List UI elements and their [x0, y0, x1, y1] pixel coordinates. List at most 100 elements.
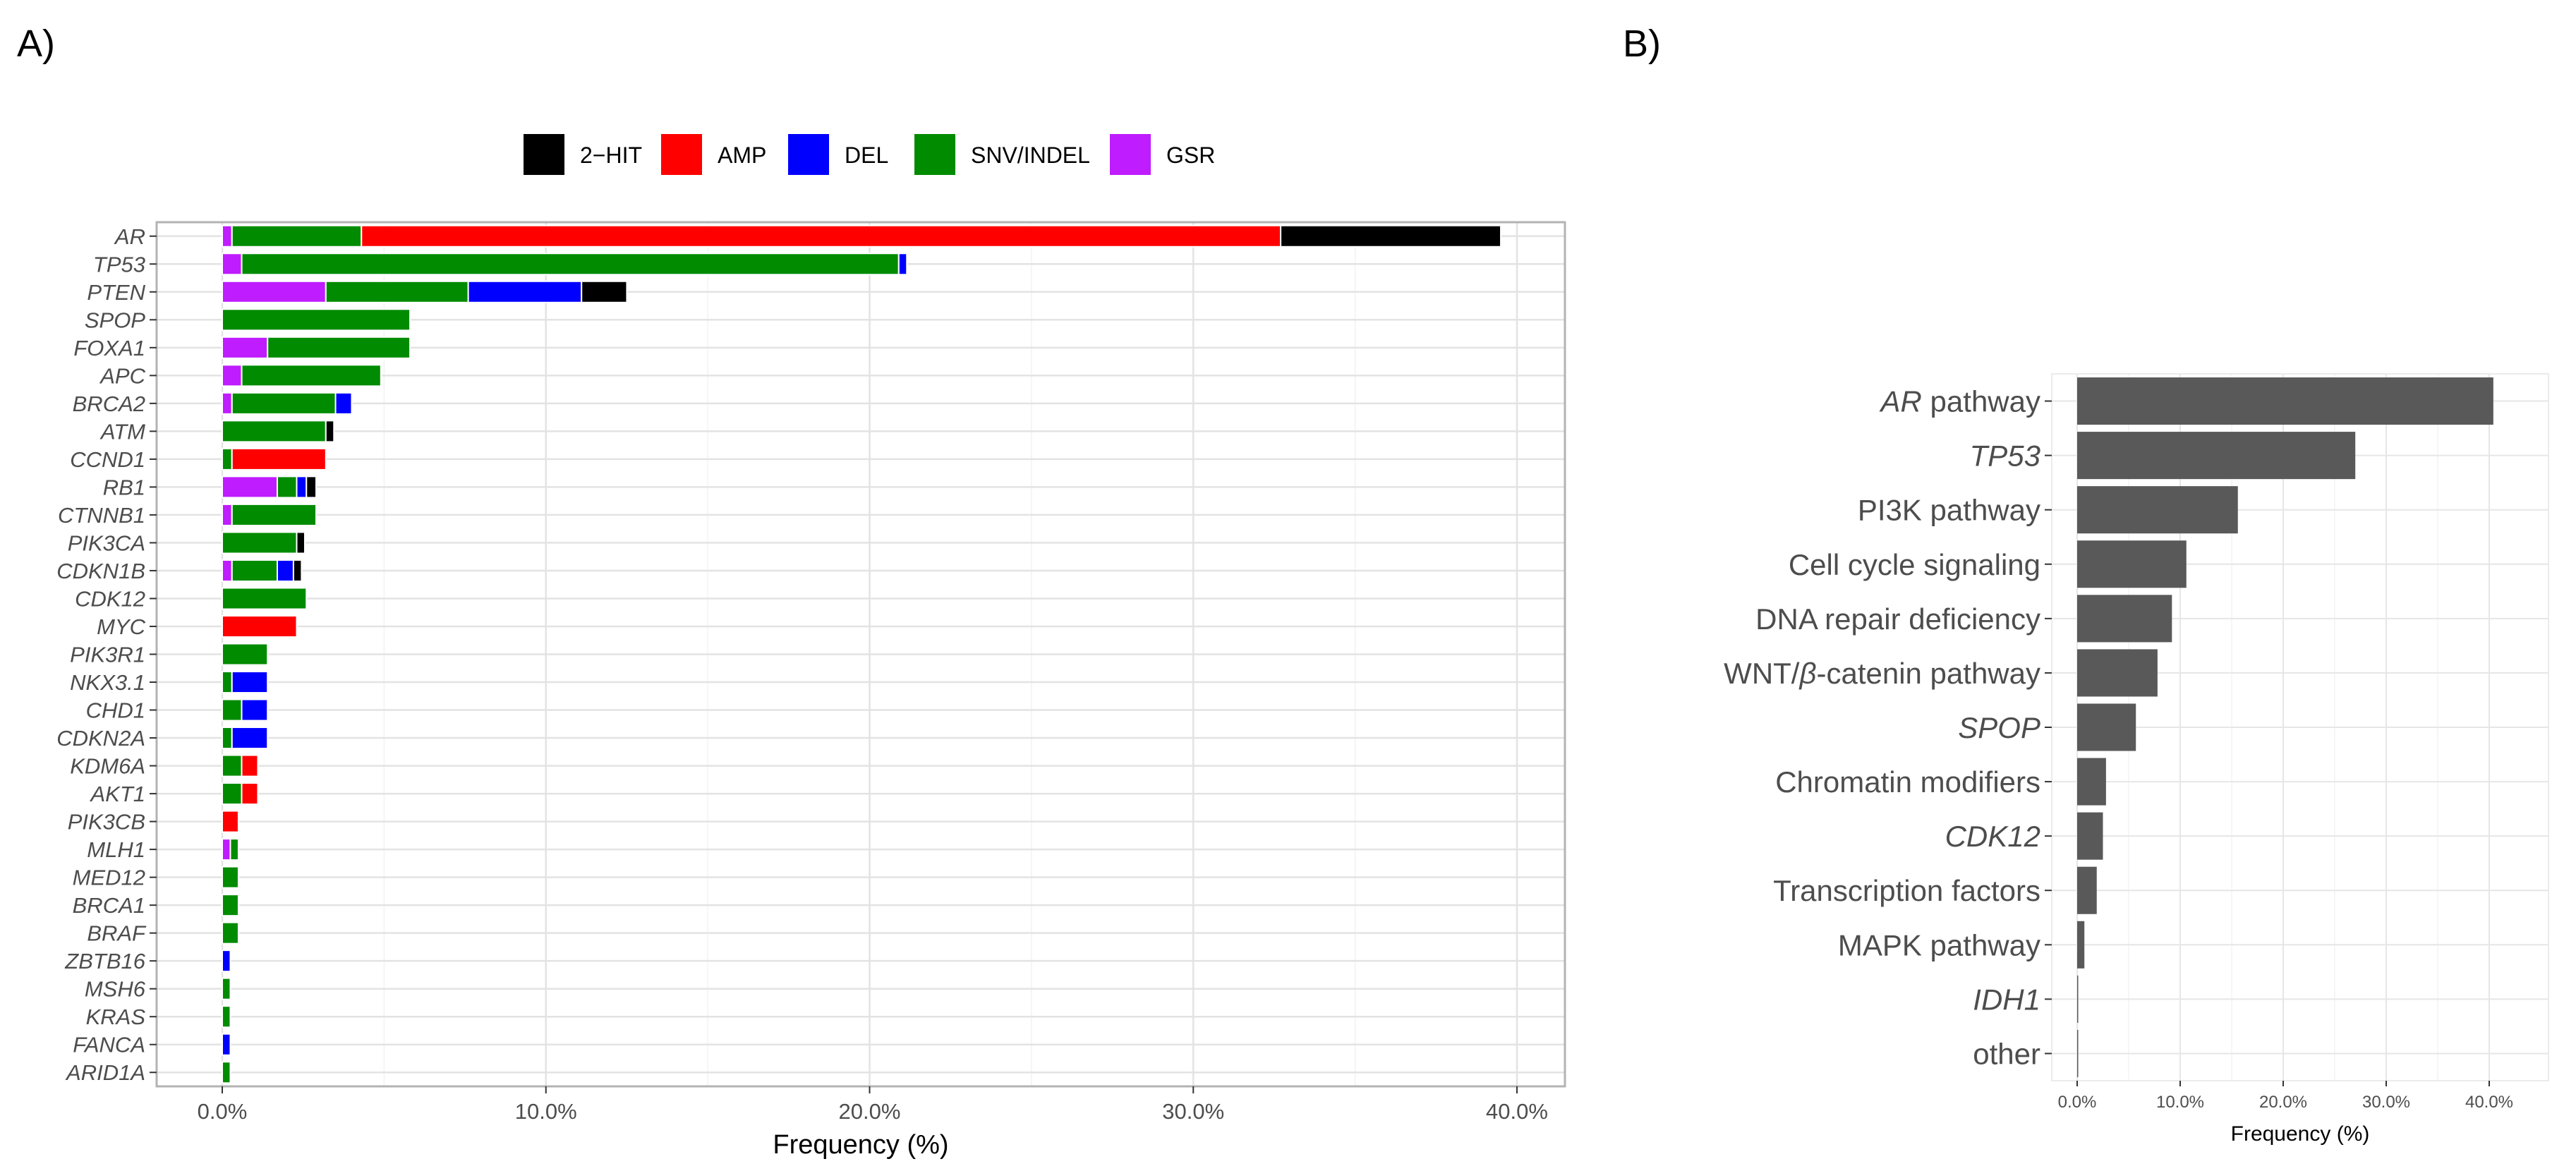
y-tick-label-part: MAPK pathway — [1838, 928, 2040, 961]
bar-ctnnb1-gsr — [222, 503, 233, 526]
y-tick-label-kras: KRAS — [86, 1005, 146, 1029]
bar-rb1-2-hit — [306, 475, 318, 499]
y-tick-label-arid1a: ARID1A — [65, 1060, 145, 1085]
y-tick-label-ccnd1: CCND1 — [70, 447, 145, 472]
y-tick-label-dna-repair-deficiency: DNA repair deficiency — [1755, 602, 2040, 636]
chart-a-legend: 2−HIT AMP DEL SNV/INDEL GSR — [524, 134, 1215, 175]
bar-brca1-snv-indel — [222, 894, 239, 917]
y-tick-label-pik3r1: PIK3R1 — [70, 643, 145, 667]
y-tick-label-cdkn1b: CDKN1B — [56, 559, 145, 583]
bar-pten-gsr — [222, 280, 327, 303]
bar-arid1a-snv-indel — [222, 1061, 231, 1084]
legend-key-del — [788, 134, 829, 175]
chart-b-bars — [2077, 377, 2493, 1077]
bar-pik3ca-snv-indel — [222, 531, 298, 554]
y-tick-label-part: PI3K pathway — [1858, 494, 2040, 527]
bar-akt1-amp — [241, 782, 259, 806]
y-tick-label-cell-cycle-signaling: Cell cycle signaling — [1789, 548, 2040, 581]
bar-brca2-del — [334, 392, 353, 415]
bar-med12-snv-indel — [222, 866, 239, 889]
bar-braf-snv-indel — [222, 921, 239, 945]
bar-pik3ca-2-hit — [296, 531, 306, 554]
y-tick-label-brca1: BRCA1 — [73, 893, 145, 918]
bar-tp53-del — [897, 253, 908, 276]
x-tick-label-20-0: 20.0% — [839, 1099, 901, 1124]
y-tick-label-myc: MYC — [97, 614, 146, 639]
bar-kras-snv-indel — [222, 1005, 231, 1029]
bar-ar-snv-indel — [231, 224, 363, 248]
bar-transcription-factors — [2077, 866, 2097, 914]
y-tick-label-cdk12: CDK12 — [1945, 820, 2040, 853]
bar-chd1-del — [241, 698, 269, 722]
panel-b-label: B) — [1623, 23, 1661, 65]
bar-idh1 — [2077, 975, 2079, 1023]
chart-a-bars — [222, 224, 1502, 1084]
bar-mlh1-snv-indel — [229, 838, 239, 861]
bar-foxa1-snv-indel — [267, 336, 411, 359]
bar-tp53-snv-indel — [241, 253, 900, 276]
legend-label-snv-indel: SNV/INDEL — [971, 142, 1090, 168]
bar-chd1-snv-indel — [222, 698, 243, 722]
bar-pi3k-pathway — [2077, 486, 2238, 534]
y-tick-label-part: β — [1798, 657, 1816, 690]
bar-mapk-pathway — [2077, 921, 2085, 969]
y-tick-label-wnt-catenin-pathway: WNT/β-catenin pathway — [1724, 657, 2040, 690]
y-tick-label-foxa1: FOXA1 — [73, 336, 145, 360]
y-tick-label-part: WNT/ — [1724, 657, 1800, 690]
bar-cdkn1b-del — [276, 559, 294, 582]
x-tick-label-0-0: 0.0% — [2058, 1093, 2097, 1112]
bar-cdkn1b-snv-indel — [231, 559, 278, 582]
y-tick-label-ar: AR — [114, 224, 145, 249]
y-tick-label-cdkn2a: CDKN2A — [56, 726, 145, 751]
bar-pten-snv-indel — [325, 280, 469, 303]
y-tick-label-pi3k-pathway: PI3K pathway — [1858, 494, 2040, 527]
y-tick-label-nkx3-1: NKX3.1 — [70, 670, 145, 695]
y-tick-label-part: Transcription factors — [1773, 874, 2040, 907]
bar-ctnnb1-snv-indel — [231, 503, 318, 526]
x-tick-label-10-0: 10.0% — [515, 1099, 577, 1124]
x-tick-label-40-0: 40.0% — [1486, 1099, 1548, 1124]
y-tick-label-tp53: TP53 — [93, 252, 145, 277]
legend-label-del: DEL — [845, 142, 888, 168]
x-tick-label-20-0: 20.0% — [2259, 1093, 2307, 1112]
chart-b: AR pathway TP53 PI3K pathway Cell cycle sig… — [1724, 373, 2549, 1146]
bar-nkx3-1-del — [231, 671, 269, 694]
bar-ar-gsr — [222, 224, 233, 248]
y-tick-label-part: -catenin pathway — [1816, 657, 2040, 690]
chart-b-x-axis: 0.0% 10.0% 20.0% 30.0% 40.0% — [2058, 1081, 2513, 1112]
y-tick-label-part: AR — [1879, 385, 1922, 418]
chart-a-x-axis: 0.0% 10.0% 20.0% 30.0% 40.0% — [198, 1086, 1548, 1124]
legend-label-2-hit: 2−HIT — [580, 142, 642, 168]
y-tick-label-atm: ATM — [99, 419, 145, 444]
bar-mlh1-gsr — [222, 838, 231, 861]
y-tick-label-part: Chromatin modifiers — [1775, 765, 2040, 799]
bar-zbtb16-del — [222, 949, 231, 973]
bar-nkx3-1-snv-indel — [222, 671, 233, 694]
bar-brca2-gsr — [222, 392, 233, 415]
bar-ccnd1-snv-indel — [222, 447, 233, 471]
y-tick-label-part: DNA repair deficiency — [1755, 602, 2040, 636]
chart-a-x-axis-title: Frequency (%) — [773, 1130, 948, 1160]
legend-key-amp — [661, 134, 702, 175]
y-tick-label-tp53: TP53 — [1970, 439, 2040, 473]
bar-pten-del — [467, 280, 583, 303]
chart-b-y-axis: AR pathway TP53 PI3K pathway Cell cycle sig… — [1724, 385, 2052, 1070]
y-tick-label-rb1: RB1 — [103, 475, 145, 499]
bar-tp53 — [2077, 432, 2356, 480]
bar-ar-pathway — [2077, 377, 2493, 425]
chart-a: 2−HIT AMP DEL SNV/INDEL GSR AR TP53 PTEN SPOP FO… — [56, 134, 1566, 1160]
y-tick-label-part: Cell cycle signaling — [1789, 548, 2040, 581]
chart-a-y-axis: AR TP53 PTEN SPOP FOXA1 APC BRCA2 ATM CCND1 RB1 CT… — [56, 224, 157, 1085]
bar-cdkn1b-gsr — [222, 559, 233, 582]
bar-ccnd1-amp — [231, 447, 327, 471]
bar-pik3r1-snv-indel — [222, 643, 269, 666]
legend-label-amp: AMP — [718, 142, 766, 168]
legend-label-gsr: GSR — [1166, 142, 1215, 168]
y-tick-label-msh6: MSH6 — [85, 977, 146, 1002]
panel-a-label: A) — [17, 23, 55, 65]
bar-atm-2-hit — [325, 420, 335, 443]
bar-cdk12 — [2077, 812, 2103, 860]
y-tick-label-chromatin-modifiers: Chromatin modifiers — [1775, 765, 2040, 799]
legend-key-snv-indel — [914, 134, 955, 175]
